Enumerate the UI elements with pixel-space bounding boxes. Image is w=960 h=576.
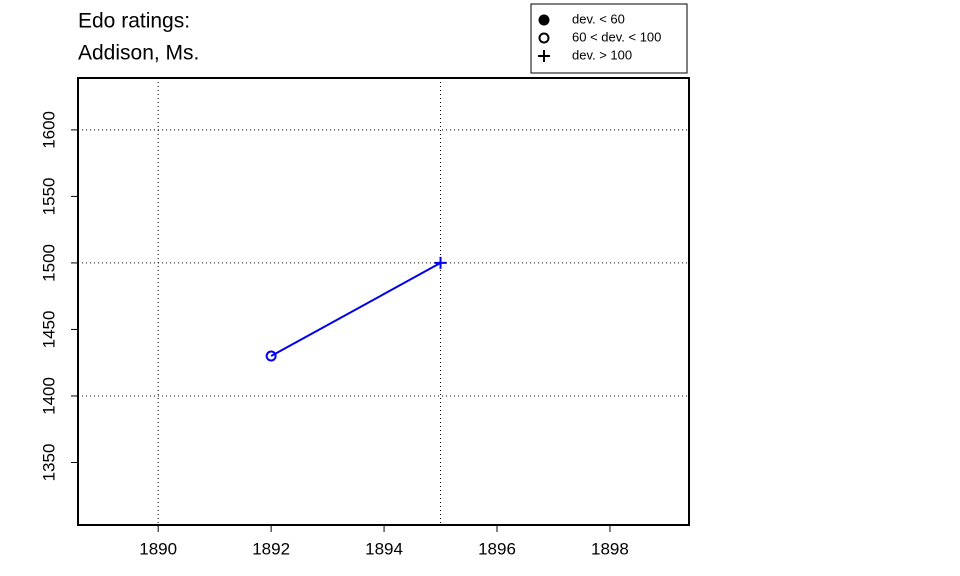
y-tick-label: 1400 [39,377,58,415]
x-tick-label: 1892 [252,539,290,558]
legend-label: 60 < dev. < 100 [572,29,661,44]
marker [538,14,550,26]
legend-box [530,3,688,74]
legend-label: dev. > 100 [572,47,632,62]
marker [265,350,277,362]
x-tick-label: 1896 [478,539,516,558]
marker [434,256,447,269]
y-tick-label: 1600 [39,111,58,149]
x-tick-label: 1890 [139,539,177,558]
plot-frame [77,77,690,526]
x-tick-label: 1898 [591,539,629,558]
y-tick-label: 1550 [39,177,58,215]
x-tick-label: 1894 [365,539,403,558]
legend-label: dev. < 60 [572,11,625,26]
y-tick-label: 1350 [39,444,58,482]
marker [538,50,550,62]
data-line [270,262,442,357]
y-tick-label: 1500 [39,244,58,282]
chart-title: Addison, Ms. [78,42,199,65]
y-tick-label: 1450 [39,311,58,349]
marker [538,32,550,44]
chart-title: Edo ratings: [78,10,190,33]
